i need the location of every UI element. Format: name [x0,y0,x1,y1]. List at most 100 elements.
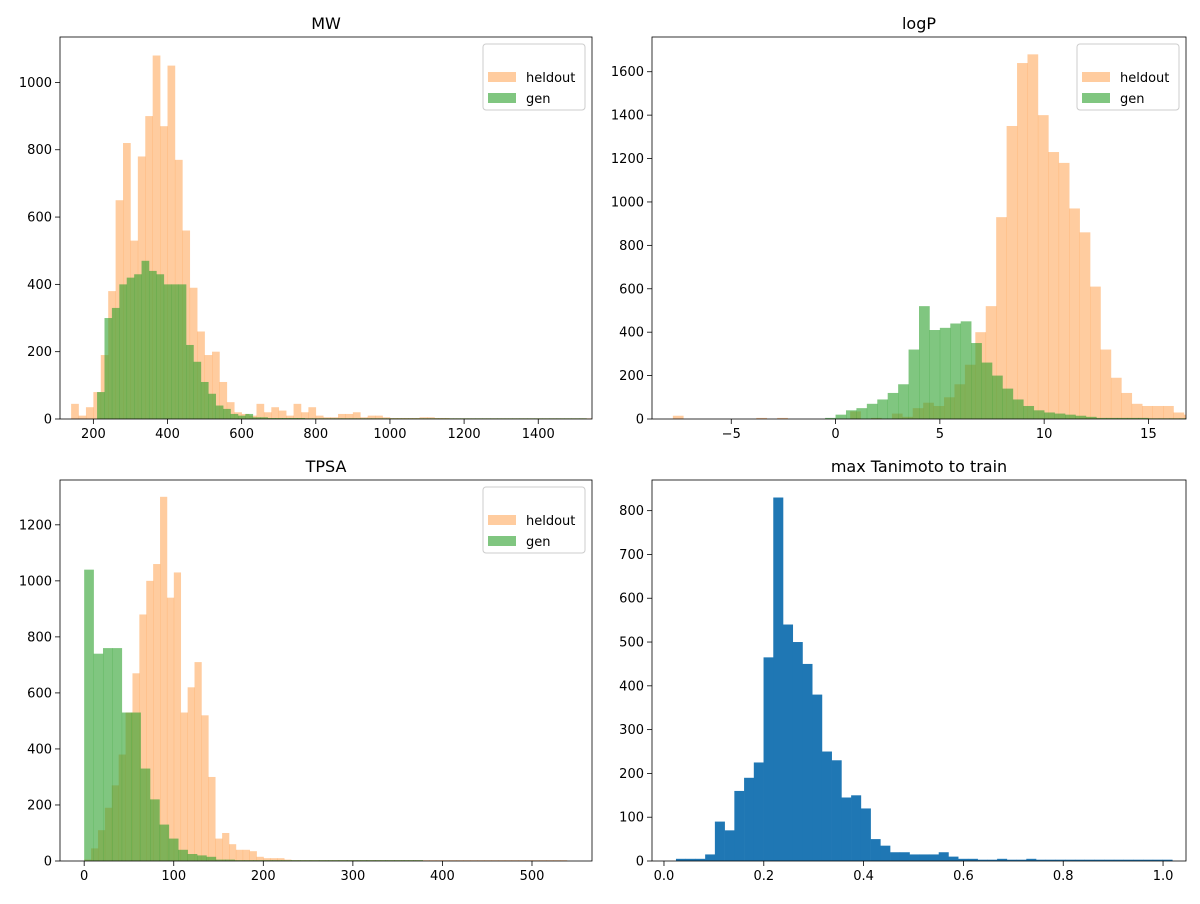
histogram-bar-heldout [672,415,684,419]
histogram-bar-max-Tanimoto-to-train [948,856,959,861]
histogram-bar-heldout [315,415,324,419]
histogram-bar-gen [186,344,194,419]
chart-title: MW [311,14,341,33]
histogram-bar-heldout [263,412,272,419]
histogram-bar-heldout [146,580,154,861]
histogram-bar-heldout [1069,208,1080,419]
x-tick-label: 5 [936,427,944,442]
histogram-bar-gen [171,284,179,419]
histogram-bar-gen [237,415,246,419]
histogram-bar-gen [950,323,962,419]
legend-swatch-gen [488,536,516,546]
histogram-bar-gen [1127,417,1139,419]
histogram-bar-gen [366,860,376,861]
histogram-bar-gen [121,712,132,861]
histogram-bar-heldout [160,496,168,861]
histogram-bar-gen [413,860,424,861]
histogram-bar-max-Tanimoto-to-train [1094,859,1105,861]
histogram-bar-gen [1190,418,1200,419]
y-tick-label: 0 [636,855,644,870]
histogram-bar-heldout [242,849,250,861]
histogram-bar-gen [200,381,209,419]
histogram-bar-heldout [532,860,540,861]
histogram-bar-gen [1065,414,1076,419]
histogram-bar-heldout [152,55,161,419]
histogram-bar-heldout [777,417,788,419]
histogram-bar-heldout [1079,232,1091,419]
histogram-bar-heldout [546,860,554,861]
histogram-bar-gen [223,408,231,419]
x-tick-label: 200 [81,427,106,442]
x-tick-label: 0.8 [1053,869,1074,884]
x-tick-label: 1000 [373,427,406,442]
x-tick-label: 10 [1036,427,1053,442]
legend-label-gen: gen [1120,92,1145,107]
histogram-bar-gen [887,392,899,419]
legend-label-gen: gen [526,92,551,107]
histogram-bar-gen [234,860,245,861]
histogram-bar-heldout [497,860,506,861]
histogram-bar-heldout [308,407,317,419]
histogram-bar-heldout [1017,63,1028,419]
histogram-bar-heldout [180,712,188,861]
histogram-bar-heldout [1027,54,1039,419]
histogram-bar-gen [225,859,235,861]
histogram-bar-gen [193,361,202,419]
histogram-bar-gen [300,860,311,861]
histogram-bar-heldout [212,351,220,419]
legend-label-gen: gen [526,535,551,550]
histogram-bar-heldout [215,838,223,861]
histogram-bar-heldout [422,860,430,861]
histogram-bar-max-Tanimoto-to-train [1045,859,1056,861]
histogram-bar-gen [150,799,160,861]
histogram-bar-heldout [1121,392,1133,419]
histogram-bar-max-Tanimoto-to-train [783,624,794,861]
y-tick-label: 0 [636,413,644,428]
histogram-bar-heldout [78,415,87,419]
histogram-bar-heldout [173,572,182,861]
histogram-bar-heldout [382,417,391,419]
histogram-bar-gen [908,349,920,419]
histogram-bar-max-Tanimoto-to-train [1152,859,1163,861]
x-tick-label: 500 [520,869,545,884]
histogram-bar-heldout [249,851,257,861]
legend-label-heldout: heldout [526,71,575,86]
histogram-bar-gen [111,307,120,419]
histogram-bar-max-Tanimoto-to-train [860,808,871,861]
histogram-bar-heldout [1194,412,1200,419]
y-tick-label: 400 [619,679,644,694]
histogram-bar-max-Tanimoto-to-train [1065,859,1076,861]
histogram-bar-gen [825,417,836,419]
legend: heldout gen [482,43,586,111]
legend-label-heldout: heldout [1120,71,1169,86]
y-tick-label: 600 [27,686,52,701]
x-tick-label: 0 [831,427,839,442]
histogram-bar-max-Tanimoto-to-train [773,497,784,861]
y-tick-label: 400 [619,326,644,341]
y-tick-label: 1000 [19,574,52,589]
histogram-bar-max-Tanimoto-to-train [919,854,930,861]
histogram-bar-heldout [208,776,216,861]
histogram-bar-gen [178,284,187,419]
histogram-bar-max-Tanimoto-to-train [841,797,852,861]
histogram-bar-heldout [194,662,202,861]
histogram-bar-heldout [201,715,209,861]
histogram-bar-gen [1023,405,1035,419]
x-tick-label: 0 [80,869,88,884]
histogram-bar-max-Tanimoto-to-train [685,858,696,861]
histogram-bar-heldout [85,407,94,419]
histogram-bar-heldout [598,418,606,419]
histogram-bar-max-Tanimoto-to-train [1133,859,1144,861]
histogram-bar-heldout [323,417,331,419]
histogram-bar-max-Tanimoto-to-train [792,642,803,861]
histogram-bar-gen [1138,417,1149,419]
histogram-bar-heldout [166,597,175,861]
histogram-bar-gen [347,860,358,861]
histogram-bar-heldout [1006,125,1018,419]
histogram-bar-heldout [256,856,264,861]
bars-group [672,54,1200,419]
histogram-bar-gen [126,277,135,419]
histogram-bar-gen [134,274,142,419]
histogram-bar-heldout [435,860,444,861]
histogram-bar-gen [267,417,276,419]
